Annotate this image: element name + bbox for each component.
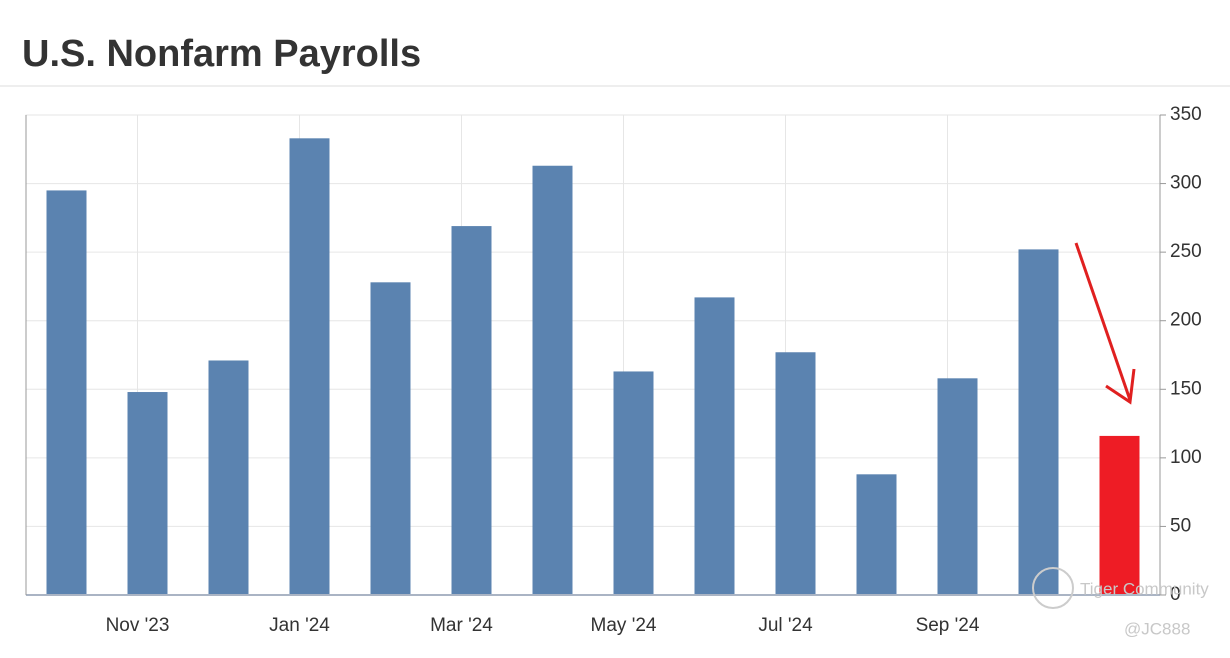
y-tick-label: 300	[1170, 173, 1202, 194]
bar	[289, 138, 330, 596]
y-tick-label: 100	[1170, 447, 1202, 468]
bar	[370, 282, 411, 595]
bar	[127, 392, 168, 595]
y-tick-label: 150	[1170, 378, 1202, 399]
x-tick-label: Sep '24	[916, 615, 980, 636]
bar	[1018, 249, 1059, 595]
chart-title: U.S. Nonfarm Payrolls	[22, 33, 421, 75]
watermark: Tiger Community	[1080, 579, 1209, 598]
x-tick-label: Nov '23	[106, 615, 170, 636]
bar	[451, 226, 492, 596]
bar	[208, 360, 249, 595]
watermark: @JC888	[1124, 619, 1190, 638]
plot-area: 0 50 100 150 200 250 300 350 Nov '23 Jan '24 Mar '…	[25, 104, 1202, 636]
bar	[532, 165, 573, 595]
y-tick-label: 50	[1170, 515, 1191, 536]
bar	[46, 190, 87, 595]
watermark-logo	[1032, 567, 1074, 609]
y-tick-label: 250	[1170, 241, 1202, 262]
bar	[775, 352, 816, 595]
bar	[613, 371, 654, 595]
y-tick-label: 200	[1170, 310, 1202, 331]
bar	[937, 378, 978, 595]
x-tick-label: Jul '24	[758, 615, 813, 636]
bar	[856, 474, 897, 595]
x-tick-label: Mar '24	[430, 615, 493, 636]
plot-frame	[25, 114, 1161, 596]
y-tick-label: 350	[1170, 104, 1202, 125]
y-tick-label: 0	[1170, 584, 1181, 605]
arrow	[1074, 242, 1132, 401]
bar	[694, 297, 735, 595]
x-tick-label: May '24	[591, 615, 657, 636]
arrow-head	[1105, 368, 1136, 405]
bar	[1099, 435, 1140, 595]
x-tick-label: Jan '24	[269, 615, 330, 636]
